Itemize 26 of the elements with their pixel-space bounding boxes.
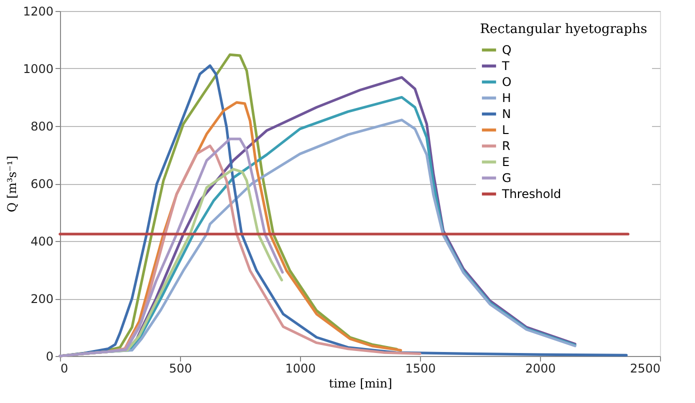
legend-label: L (502, 123, 509, 137)
x-tick-label: 2500 (630, 362, 660, 376)
y-axis-title: Q [m³s⁻¹] (4, 156, 19, 212)
y-tick-label: 800 (30, 120, 54, 134)
legend-label: R (502, 139, 510, 153)
x-axis-title: time [min] (328, 376, 392, 390)
legend-label: Threshold (501, 187, 562, 201)
y-tick-label: 0 (46, 350, 54, 364)
legend-label: N (502, 107, 511, 121)
y-tick-label: 600 (30, 177, 54, 191)
y-tick-label: 1200 (22, 4, 54, 18)
x-tick-label: 1000 (285, 362, 316, 376)
legend-label: Q (502, 43, 512, 57)
x-tick-label: 1500 (405, 362, 436, 376)
legend-label: T (501, 59, 510, 73)
legend-label: H (502, 91, 512, 105)
y-tick-label: 1000 (22, 62, 54, 76)
x-tick-label: 2000 (525, 362, 556, 376)
x-tick-label: 500 (169, 362, 192, 376)
y-tick-label: 400 (30, 234, 54, 248)
legend-label: G (502, 171, 512, 185)
y-tick-label: 200 (30, 292, 54, 306)
legend-label: O (502, 75, 512, 89)
x-tick-label: 0 (60, 362, 68, 376)
legend-label: E (502, 155, 510, 169)
legend-title: Rectangular hyetographs (480, 22, 648, 37)
